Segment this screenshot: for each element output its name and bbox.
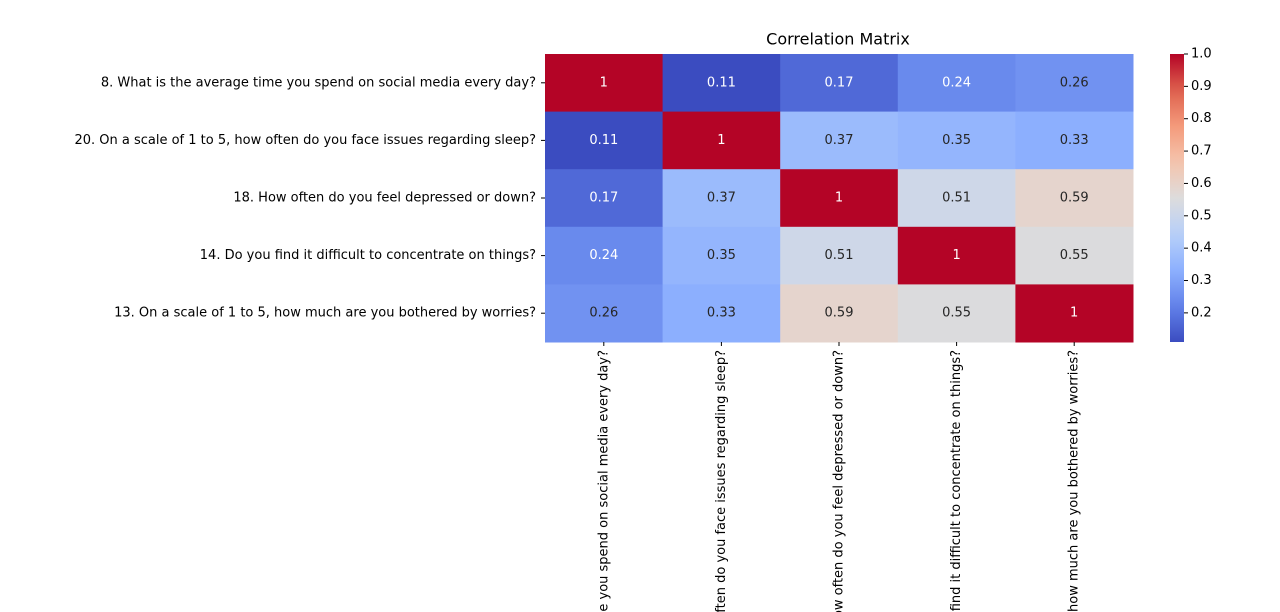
colorbar-tick-label: 0.7 (1191, 144, 1212, 159)
y-tick-label: 18. How often do you feel depressed or d… (233, 191, 536, 206)
heatmap-cell (1015, 226, 1134, 285)
heatmap-cell (897, 54, 1016, 113)
cell-label: 1 (952, 248, 960, 263)
x-tick-label: 14. Do you find it difficult to concentr… (949, 350, 964, 612)
cell-label: 0.33 (707, 306, 736, 321)
heatmap-cell (1015, 284, 1134, 343)
colorbar-tick-label: 0.8 (1191, 111, 1212, 126)
x-tick-label: 18. How often do you feel depressed or d… (832, 350, 847, 612)
heatmap-cell (662, 284, 781, 343)
heatmap-cell (662, 54, 781, 113)
y-tick-label: 20. On a scale of 1 to 5, how often do y… (74, 133, 536, 148)
cell-label: 0.59 (1060, 191, 1089, 206)
cell-label: 0.35 (942, 133, 971, 148)
heatmap-cell (545, 284, 664, 343)
colorbar-tick-label: 0.3 (1191, 273, 1212, 288)
x-tick-label: 8. What is the average time you spend on… (596, 350, 611, 612)
cell-label: 1 (1070, 306, 1078, 321)
heatmap-cell (897, 284, 1016, 343)
heatmap-cell (662, 226, 781, 285)
heatmap-cell (545, 111, 664, 170)
cell-label: 0.11 (707, 75, 736, 90)
colorbar-tick-label: 0.5 (1191, 208, 1212, 223)
heatmap-cell (1015, 111, 1134, 170)
cell-label: 1 (717, 133, 725, 148)
cell-label: 0.37 (707, 191, 736, 206)
y-tick-label: 13. On a scale of 1 to 5, how much are y… (114, 306, 536, 321)
cell-label: 1 (835, 191, 843, 206)
colorbar-tick-label: 0.9 (1191, 79, 1212, 94)
heatmap-cell (780, 226, 899, 285)
colorbar-tick-label: 0.2 (1191, 305, 1212, 320)
cell-label: 0.17 (825, 75, 854, 90)
cell-label: 0.59 (825, 306, 854, 321)
colorbar (1170, 54, 1184, 342)
cell-label: 0.51 (942, 191, 971, 206)
heatmap-cell (780, 169, 899, 228)
cell-label: 0.37 (825, 133, 854, 148)
heatmap-cell (780, 54, 899, 113)
heatmap-cell (1015, 54, 1134, 113)
cell-label: 0.26 (1060, 75, 1089, 90)
y-tick-label: 8. What is the average time you spend on… (101, 75, 536, 90)
colorbar-tick-label: 0.4 (1191, 241, 1212, 256)
x-tick-label: 13. On a scale of 1 to 5, how much are y… (1067, 350, 1082, 612)
heatmap-cell (780, 111, 899, 170)
cell-label: 0.17 (589, 191, 618, 206)
heatmap-cell (897, 111, 1016, 170)
cell-label: 1 (600, 75, 608, 90)
heatmap-cell (897, 226, 1016, 285)
x-tick-label: 20. On a scale of 1 to 5, how often do y… (714, 350, 729, 612)
chart-title: Correlation Matrix (766, 30, 910, 49)
colorbar-tick-label: 1.0 (1191, 47, 1212, 62)
heatmap-cell (897, 169, 1016, 228)
heatmap-cell (545, 54, 664, 113)
heatmap-cell (780, 284, 899, 343)
cell-label: 0.51 (825, 248, 854, 263)
cell-label: 0.24 (942, 75, 971, 90)
cell-label: 0.55 (942, 306, 971, 321)
y-tick-label: 14. Do you find it difficult to concentr… (200, 248, 536, 263)
colorbar-tick-label: 0.6 (1191, 176, 1212, 191)
cell-label: 0.33 (1060, 133, 1089, 148)
cell-label: 0.35 (707, 248, 736, 263)
heatmap-cell (1015, 169, 1134, 228)
heatmap-cell (545, 226, 664, 285)
cell-label: 0.24 (589, 248, 618, 263)
cell-label: 0.11 (589, 133, 618, 148)
cell-label: 0.26 (589, 306, 618, 321)
heatmap-cell (662, 111, 781, 170)
heatmap-cell (662, 169, 781, 228)
cell-label: 0.55 (1060, 248, 1089, 263)
heatmap-cell (545, 169, 664, 228)
